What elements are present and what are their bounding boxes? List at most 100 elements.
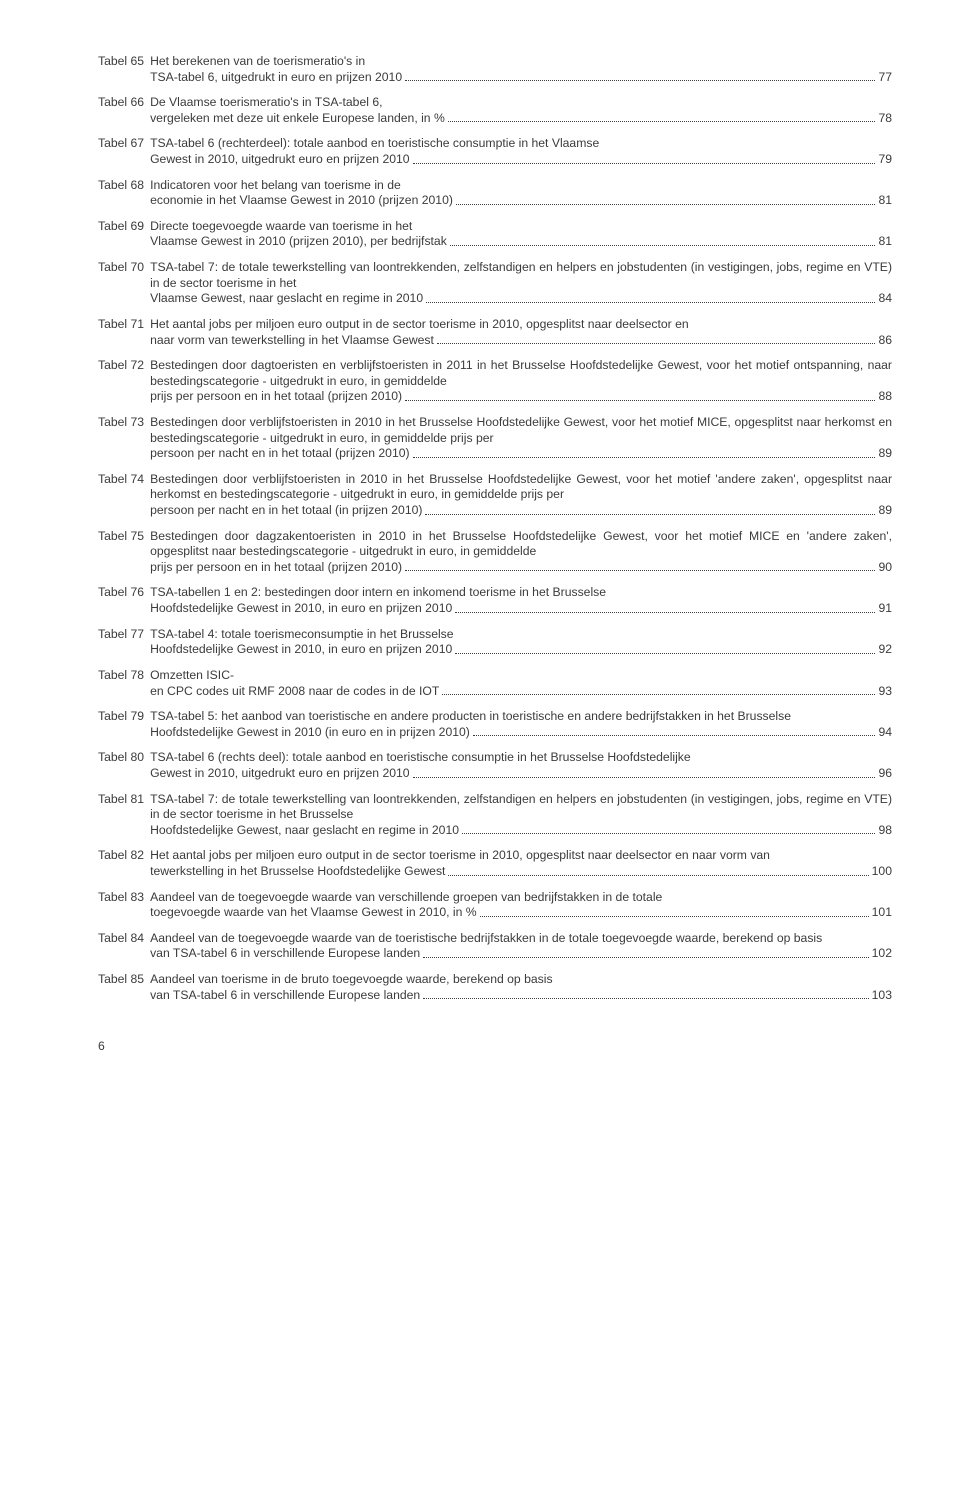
toc-desc-tail: tewerkstelling in het Brusselse Hoofdste… bbox=[150, 864, 445, 880]
toc-label: Tabel 76 bbox=[98, 585, 144, 601]
page-number: 6 bbox=[98, 1039, 892, 1055]
toc-entry: Tabel 73Bestedingen door verblijfstoeris… bbox=[98, 415, 892, 462]
toc-desc-lastline: Hoofdstedelijke Gewest in 2010, in euro … bbox=[150, 601, 892, 617]
toc-label: Tabel 80 bbox=[98, 750, 144, 766]
toc-desc-lastline: persoon per nacht en in het totaal (in p… bbox=[150, 503, 892, 519]
toc-page: 86 bbox=[878, 333, 892, 349]
dot-leader bbox=[405, 400, 875, 401]
toc-desc-wrap: Bestedingen door verblijfstoeristen in 2… bbox=[150, 472, 892, 519]
toc-desc-wrap: Aandeel van de toegevoegde waarde van ve… bbox=[150, 890, 892, 921]
toc-label: Tabel 69 bbox=[98, 219, 144, 235]
dot-leader bbox=[413, 457, 876, 458]
toc-label: Tabel 79 bbox=[98, 709, 144, 725]
toc-desc-head: TSA-tabel 6 (rechterdeel): totale aanbod… bbox=[150, 136, 892, 152]
toc-desc-wrap: Aandeel van toerisme in de bruto toegevo… bbox=[150, 972, 892, 1003]
toc-entry: Tabel 71 Het aantal jobs per miljoen euro… bbox=[98, 317, 892, 348]
toc-desc-lastline: Gewest in 2010, uitgedrukt euro en prijz… bbox=[150, 152, 892, 168]
toc-label: Tabel 84 bbox=[98, 931, 144, 947]
toc-desc-wrap: TSA-tabel 4: totale toerismeconsumptie i… bbox=[150, 627, 892, 658]
toc-desc-head: Indicatoren voor het belang van toerisme… bbox=[150, 178, 892, 194]
toc-desc-wrap: TSA-tabel 7: de totale tewerkstelling va… bbox=[150, 792, 892, 839]
toc-desc-tail: Vlaamse Gewest, naar geslacht en regime … bbox=[150, 291, 423, 307]
dot-leader bbox=[450, 245, 876, 246]
toc-desc-tail: persoon per nacht en in het totaal (prij… bbox=[150, 446, 410, 462]
toc-entry: Tabel 74Bestedingen door verblijfstoeris… bbox=[98, 472, 892, 519]
toc-label: Tabel 81 bbox=[98, 792, 144, 808]
toc-desc-wrap: De Vlaamse toerismeratio's in TSA-tabel … bbox=[150, 95, 892, 126]
toc-desc-head: TSA-tabellen 1 en 2: bestedingen door in… bbox=[150, 585, 892, 601]
toc-desc-head: Aandeel van de toegevoegde waarde van de… bbox=[150, 931, 892, 947]
toc-page: 90 bbox=[878, 560, 892, 576]
toc-desc-head: TSA-tabel 4: totale toerismeconsumptie i… bbox=[150, 627, 892, 643]
toc-entry: Tabel 77TSA-tabel 4: totale toerismecons… bbox=[98, 627, 892, 658]
dot-leader bbox=[425, 514, 875, 515]
toc-label: Tabel 68 bbox=[98, 178, 144, 194]
toc-desc-head: Bestedingen door dagtoeristen en verblij… bbox=[150, 358, 892, 389]
toc-desc-head: Bestedingen door verblijfstoeristen in 2… bbox=[150, 415, 892, 446]
toc-desc-lastline: TSA-tabel 6, uitgedrukt in euro en prijz… bbox=[150, 70, 892, 86]
toc-desc-wrap: Bestedingen door verblijfstoeristen in 2… bbox=[150, 415, 892, 462]
dot-leader bbox=[448, 875, 868, 876]
toc-desc-wrap: Omzetten ISIC-en CPC codes uit RMF 2008 … bbox=[150, 668, 892, 699]
toc-label: Tabel 82 bbox=[98, 848, 144, 864]
toc-entry: Tabel 72Bestedingen door dagtoeristen en… bbox=[98, 358, 892, 405]
toc-desc-tail: toegevoegde waarde van het Vlaamse Gewes… bbox=[150, 905, 477, 921]
toc-desc-wrap: Bestedingen door dagzakentoeristen in 20… bbox=[150, 529, 892, 576]
toc-desc-tail: Hoofdstedelijke Gewest in 2010, in euro … bbox=[150, 601, 452, 617]
toc-desc-head: Het aantal jobs per miljoen euro output … bbox=[150, 848, 892, 864]
toc-desc-lastline: economie in het Vlaamse Gewest in 2010 (… bbox=[150, 193, 892, 209]
toc-desc-lastline: tewerkstelling in het Brusselse Hoofdste… bbox=[150, 864, 892, 880]
toc-desc-head: Het aantal jobs per miljoen euro output … bbox=[150, 317, 892, 333]
toc-desc-tail: naar vorm van tewerkstelling in het Vlaa… bbox=[150, 333, 434, 349]
dot-leader bbox=[426, 302, 875, 303]
toc-entry: Tabel 69Directe toegevoegde waarde van t… bbox=[98, 219, 892, 250]
toc-page: 100 bbox=[872, 864, 892, 880]
dot-leader bbox=[405, 80, 875, 81]
toc-desc-tail: Gewest in 2010, uitgedrukt euro en prijz… bbox=[150, 152, 410, 168]
toc-entry: Tabel 78 Omzetten ISIC-en CPC codes uit R… bbox=[98, 668, 892, 699]
toc-page: 89 bbox=[878, 503, 892, 519]
toc-page: 81 bbox=[878, 193, 892, 209]
toc-entry: Tabel 85Aandeel van toerisme in de bruto… bbox=[98, 972, 892, 1003]
toc-page: 93 bbox=[878, 684, 892, 700]
toc-page: 78 bbox=[878, 111, 892, 127]
toc-desc-head: TSA-tabel 6 (rechts deel): totale aanbod… bbox=[150, 750, 892, 766]
dot-leader bbox=[413, 163, 876, 164]
toc-entry: Tabel 83 Aandeel van de toegevoegde waard… bbox=[98, 890, 892, 921]
dot-leader bbox=[423, 998, 868, 999]
toc-label: Tabel 67 bbox=[98, 136, 144, 152]
toc-desc-head: Omzetten ISIC- bbox=[150, 668, 892, 684]
toc-page: 96 bbox=[878, 766, 892, 782]
toc-page: 91 bbox=[878, 601, 892, 617]
toc-desc-wrap: TSA-tabel 6 (rechterdeel): totale aanbod… bbox=[150, 136, 892, 167]
toc-desc-wrap: Indicatoren voor het belang van toerisme… bbox=[150, 178, 892, 209]
toc-entry: Tabel 80 TSA-tabel 6 (rechts deel): total… bbox=[98, 750, 892, 781]
toc-desc-head: Het berekenen van de toerismeratio's in bbox=[150, 54, 892, 70]
toc-desc-tail: Hoofdstedelijke Gewest, naar geslacht en… bbox=[150, 823, 459, 839]
toc-desc-lastline: persoon per nacht en in het totaal (prij… bbox=[150, 446, 892, 462]
toc-entry: Tabel 84 Aandeel van de toegevoegde waard… bbox=[98, 931, 892, 962]
dot-leader bbox=[423, 957, 868, 958]
toc-desc-tail: prijs per persoon en in het totaal (prij… bbox=[150, 560, 402, 576]
dot-leader bbox=[448, 121, 876, 122]
toc-label: Tabel 71 bbox=[98, 317, 144, 333]
toc-desc-wrap: Het aantal jobs per miljoen euro output … bbox=[150, 317, 892, 348]
toc-page: 94 bbox=[878, 725, 892, 741]
toc-entry: Tabel 65Het berekenen van de toerismerat… bbox=[98, 54, 892, 85]
toc-desc-lastline: van TSA-tabel 6 in verschillende Europes… bbox=[150, 946, 892, 962]
toc-desc-wrap: TSA-tabel 5: het aanbod van toeristische… bbox=[150, 709, 892, 740]
dot-leader bbox=[455, 653, 875, 654]
toc-desc-lastline: prijs per persoon en in het totaal (prij… bbox=[150, 560, 892, 576]
toc-desc-lastline: vergeleken met deze uit enkele Europese … bbox=[150, 111, 892, 127]
toc-label: Tabel 83 bbox=[98, 890, 144, 906]
toc-label: Tabel 78 bbox=[98, 668, 144, 684]
toc-entry: Tabel 79 TSA-tabel 5: het aanbod van toer… bbox=[98, 709, 892, 740]
table-of-tables: Tabel 65Het berekenen van de toerismerat… bbox=[98, 54, 892, 1003]
toc-desc-tail: Gewest in 2010, uitgedrukt euro en prijz… bbox=[150, 766, 410, 782]
toc-desc-tail: vergeleken met deze uit enkele Europese … bbox=[150, 111, 445, 127]
toc-label: Tabel 75 bbox=[98, 529, 144, 545]
toc-desc-head: Bestedingen door verblijfstoeristen in 2… bbox=[150, 472, 892, 503]
toc-desc-lastline: prijs per persoon en in het totaal (prij… bbox=[150, 389, 892, 405]
toc-desc-tail: Vlaamse Gewest in 2010 (prijzen 2010), p… bbox=[150, 234, 447, 250]
toc-desc-head: TSA-tabel 7: de totale tewerkstelling va… bbox=[150, 792, 892, 823]
